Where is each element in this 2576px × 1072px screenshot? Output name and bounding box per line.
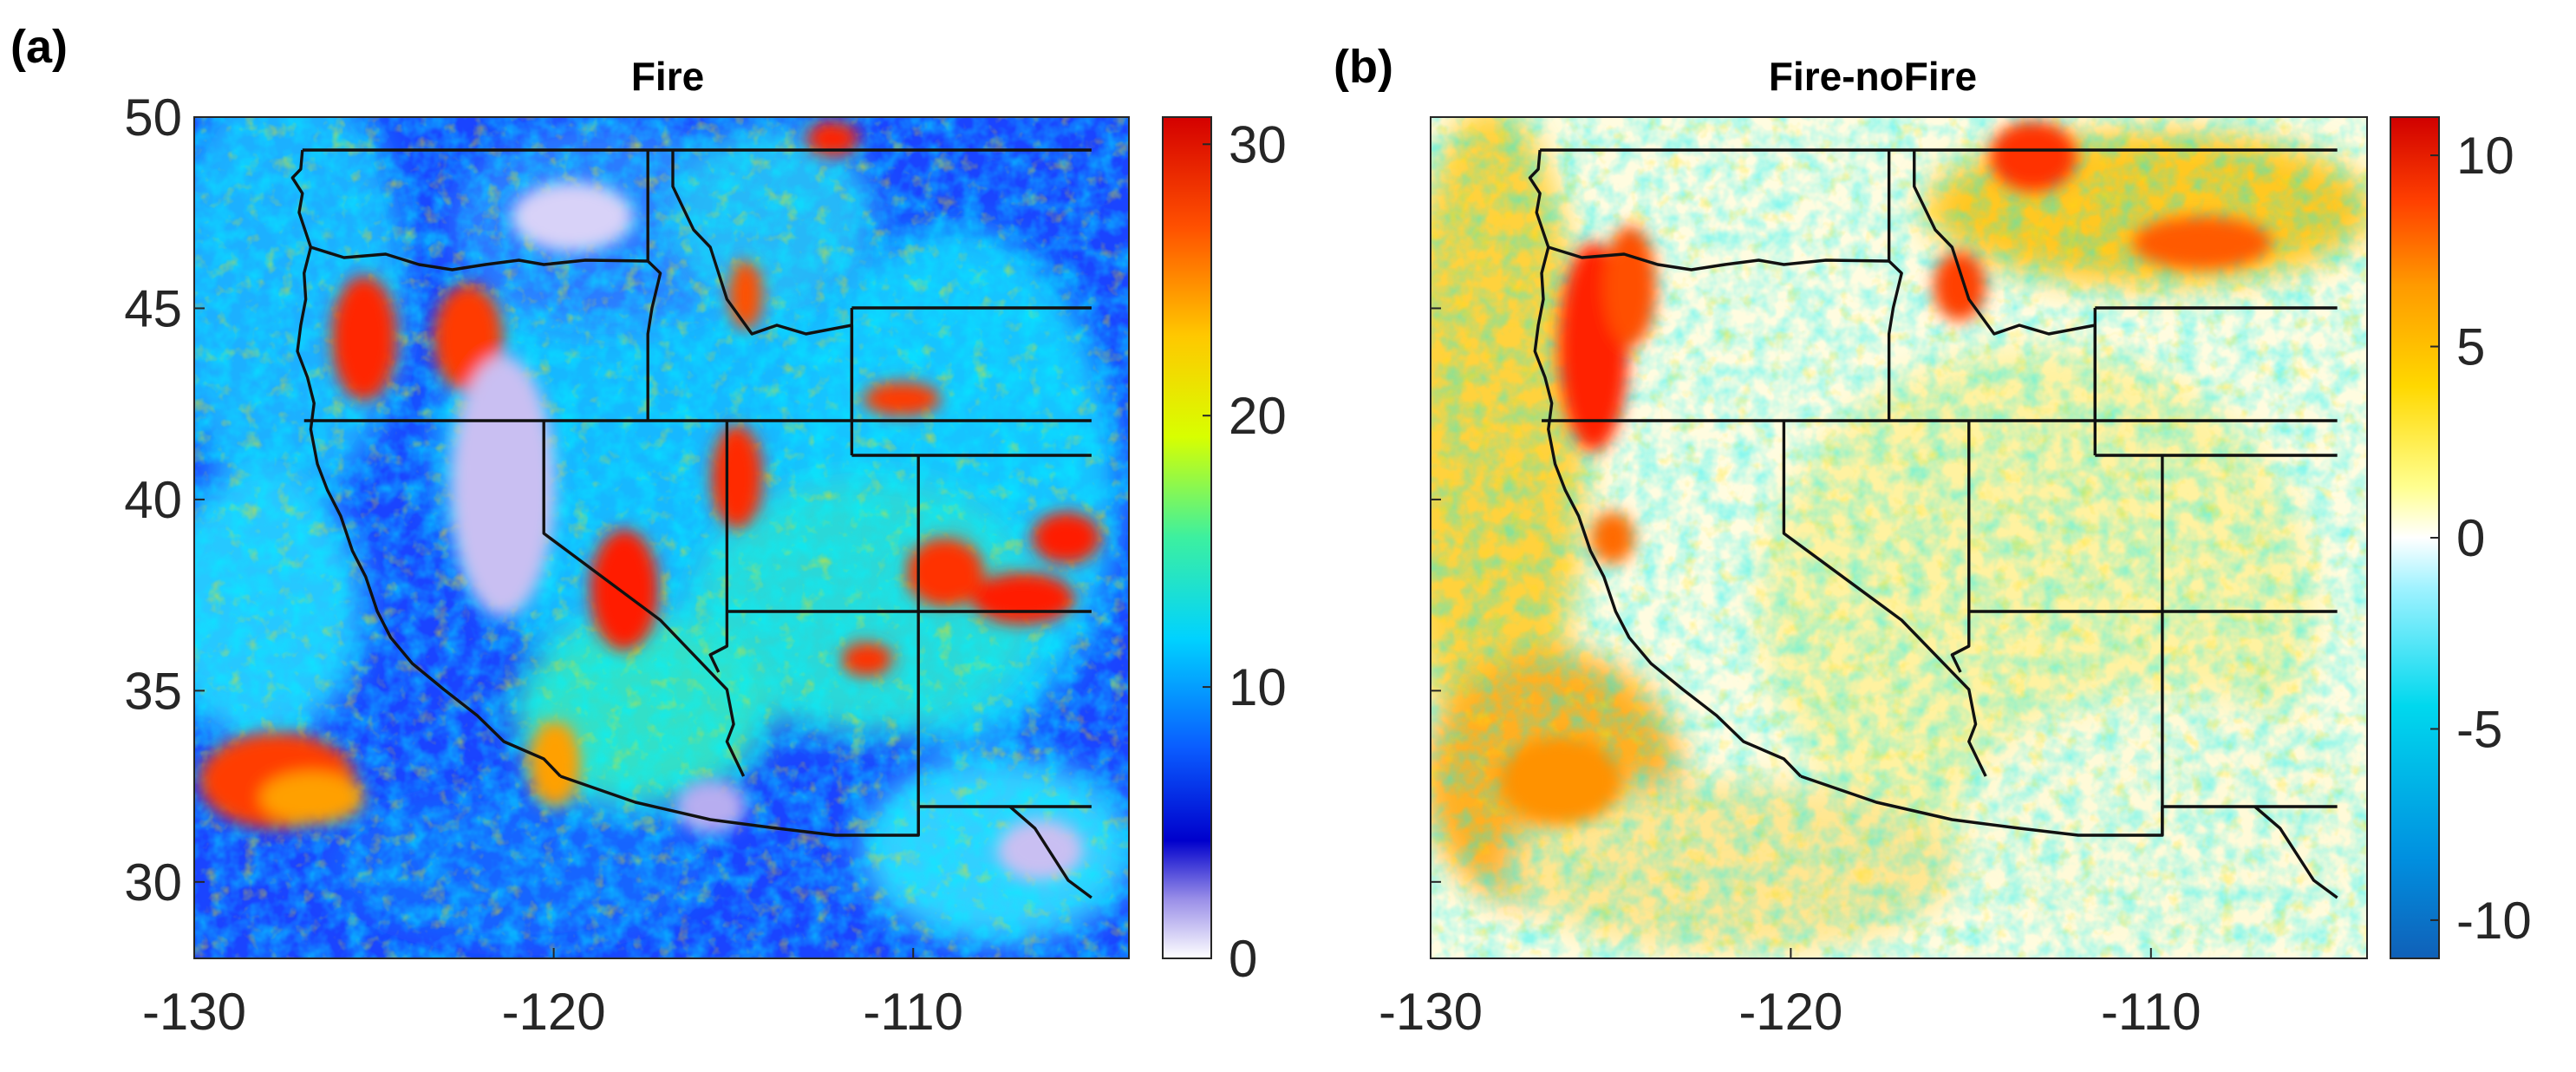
x-tick-label: -130 [142,983,246,1041]
colorbar-tick-label: 20 [1229,387,1287,445]
x-tick-label: -120 [502,983,606,1041]
y-tick-label: 30 [124,853,182,912]
panel-a-label: (a) [10,21,68,73]
panel-a-axis-ticks: -130 -120 -110 50 45 40 35 30 [124,88,963,1041]
colorbar-tick-label: 10 [2456,127,2514,185]
panel-a-title: Fire [631,54,704,99]
x-tick-label: -110 [2101,983,2201,1041]
panel-a-colorbar [1162,116,1212,959]
colorbar-tick-label: -10 [2456,892,2532,950]
x-tick-label: -110 [863,983,963,1041]
colorbar-tick-label: 5 [2456,318,2485,376]
panel-b-colorbar-ticks: 10 5 0 -5 -10 [2430,127,2532,950]
panel-b-label: (b) [1334,41,1393,93]
y-tick-label: 45 [124,279,182,337]
panel-b-axes-frame [1430,116,2368,959]
colorbar-tick-label: 0 [1229,930,1257,988]
x-tick-label: -130 [1379,983,1483,1041]
panel-b-title: Fire-noFire [1769,54,1977,99]
colorbar-tick-label: -5 [2456,700,2502,758]
colorbar-tick-label: 0 [2456,509,2485,567]
y-tick-label: 40 [124,471,182,529]
panel-a-axes-frame [193,116,1130,959]
x-tick-label: -120 [1738,983,1842,1041]
panel-b-axis-ticks: -130 -120 -110 [1379,116,2201,1041]
panel-a-colorbar-ticks: 30 20 10 0 [1203,115,1287,988]
colorbar-tick-label: 10 [1229,658,1287,716]
panel-b-map [1431,117,2367,958]
y-tick-label: 35 [124,662,182,720]
panel-a-map [194,117,1129,958]
y-tick-label: 50 [124,88,182,147]
colorbar-tick-label: 30 [1229,115,1287,173]
